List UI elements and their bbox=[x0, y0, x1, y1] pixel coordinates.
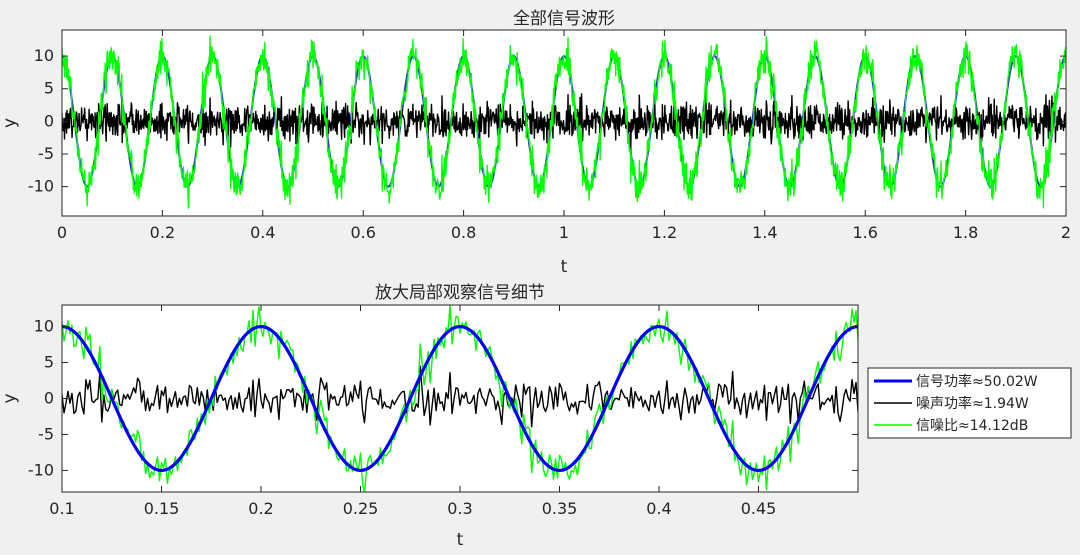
series-noisy bbox=[62, 35, 1066, 209]
chart-title: 放大局部观察信号细节 bbox=[375, 283, 545, 303]
x-tick-label: 0.6 bbox=[350, 223, 375, 242]
y-tick-label: 10 bbox=[34, 317, 54, 336]
chart-bottom: 0.1 0.15 0.2 0.25 0.3 0.35 0.4 0.45 10 5 0 -5 -10 放大局… bbox=[0, 283, 1072, 550]
legend-label: 信号功率≈50.02W bbox=[916, 373, 1038, 390]
y-tick-label: 0 bbox=[44, 389, 54, 408]
y-axis-label: y bbox=[0, 393, 20, 403]
x-tick-label: 0.3 bbox=[447, 499, 472, 518]
x-tick-label: 0 bbox=[57, 223, 67, 242]
x-tick-label: 0.1 bbox=[49, 499, 74, 518]
series-noise bbox=[62, 365, 858, 428]
x-axis-label: t bbox=[561, 257, 568, 277]
x-tick-label: 0.4 bbox=[646, 499, 671, 518]
series-noisy bbox=[62, 305, 858, 492]
series-group bbox=[62, 35, 1066, 209]
x-tick-label: 0.35 bbox=[542, 499, 578, 518]
series-noise bbox=[62, 91, 1066, 152]
x-tick-label: 0.4 bbox=[250, 223, 275, 242]
x-tick-label: 0.45 bbox=[741, 499, 777, 518]
x-tick-label: 0.2 bbox=[150, 223, 175, 242]
y-tick-label: 5 bbox=[44, 353, 54, 372]
y-tick-label: -5 bbox=[38, 144, 54, 163]
y-tick-label: -10 bbox=[28, 460, 54, 479]
series-group bbox=[62, 305, 858, 492]
series-clean bbox=[62, 324, 858, 473]
x-tick-label: 1.8 bbox=[953, 223, 978, 242]
x-tick-label: 1.6 bbox=[852, 223, 877, 242]
x-tick-label: 0.25 bbox=[343, 499, 379, 518]
y-tick-label: -10 bbox=[28, 177, 54, 196]
y-tick-label: 5 bbox=[44, 79, 54, 98]
x-tick-label: 0.15 bbox=[144, 499, 180, 518]
x-tick-label: 1.4 bbox=[752, 223, 777, 242]
y-tick-label: -5 bbox=[38, 424, 54, 443]
y-tick-label: 0 bbox=[44, 111, 54, 130]
legend-label: 噪声功率≈1.94W bbox=[916, 395, 1029, 412]
plot-area bbox=[62, 305, 858, 492]
x-tick-label: 0.8 bbox=[451, 223, 476, 242]
x-axis-label: t bbox=[457, 530, 464, 550]
chart-top: 0 0.2 0.4 0.6 0.8 1 1.2 1.4 1.6 1.8 2 10 5 0 -5 -10 全部信号… bbox=[0, 9, 1071, 277]
x-tick-label: 1.2 bbox=[652, 223, 677, 242]
x-tick-label: 0.2 bbox=[248, 499, 273, 518]
y-tick-label: 10 bbox=[34, 46, 54, 65]
chart-title: 全部信号波形 bbox=[513, 9, 615, 29]
x-tick-label: 2 bbox=[1061, 223, 1071, 242]
x-tick-label: 1 bbox=[559, 223, 569, 242]
legend-label: 信噪比≈14.12dB bbox=[916, 418, 1028, 434]
y-axis-label: y bbox=[0, 118, 20, 128]
legend: 信号功率≈50.02W 噪声功率≈1.94W 信噪比≈14.12dB bbox=[867, 367, 1072, 439]
